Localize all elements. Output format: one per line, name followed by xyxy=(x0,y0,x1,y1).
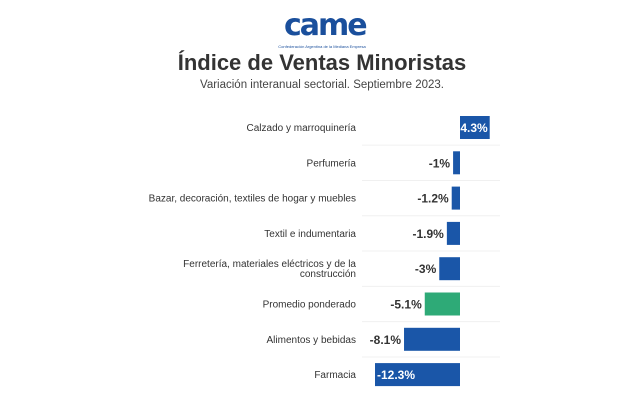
value-label: -5.1% xyxy=(390,298,422,312)
value-label: -8.1% xyxy=(370,333,402,347)
category-label: Textil e indumentaria xyxy=(264,229,356,240)
value-label: -12.3% xyxy=(377,368,415,382)
bar xyxy=(460,116,490,139)
category-label: Bazar, decoración, textiles de hogar y m… xyxy=(149,194,356,205)
value-label: -3% xyxy=(415,262,437,276)
value-label: 4.3% xyxy=(460,121,488,135)
category-label: Farmacia xyxy=(314,370,356,381)
category-label: Alimentos y bebidas xyxy=(267,335,357,346)
came-logo: came Confederación Argentina de la Media… xyxy=(272,8,372,52)
value-label: -1% xyxy=(429,156,451,170)
logo-wordmark: came xyxy=(284,8,368,43)
chart-subtitle: Variación interanual sectorial. Septiemb… xyxy=(200,79,444,91)
value-label: -1.2% xyxy=(417,192,449,206)
bar xyxy=(453,151,460,175)
bar xyxy=(404,327,460,351)
logo-tagline: Confederación Argentina de la Mediana Em… xyxy=(278,44,366,49)
category-label: Perfumería xyxy=(307,158,357,169)
bar xyxy=(439,257,460,281)
bar xyxy=(451,186,460,210)
value-label: -1.9% xyxy=(413,227,445,241)
category-label: Promedio ponderado xyxy=(263,300,357,311)
category-label: Ferretería, materiales eléctricos y de l… xyxy=(183,259,356,280)
bar xyxy=(375,363,460,387)
bar xyxy=(424,292,460,316)
chart-title: Índice de Ventas Minoristas xyxy=(177,50,467,75)
category-label: Calzado y marroquinería xyxy=(247,123,357,134)
bar xyxy=(446,221,460,245)
